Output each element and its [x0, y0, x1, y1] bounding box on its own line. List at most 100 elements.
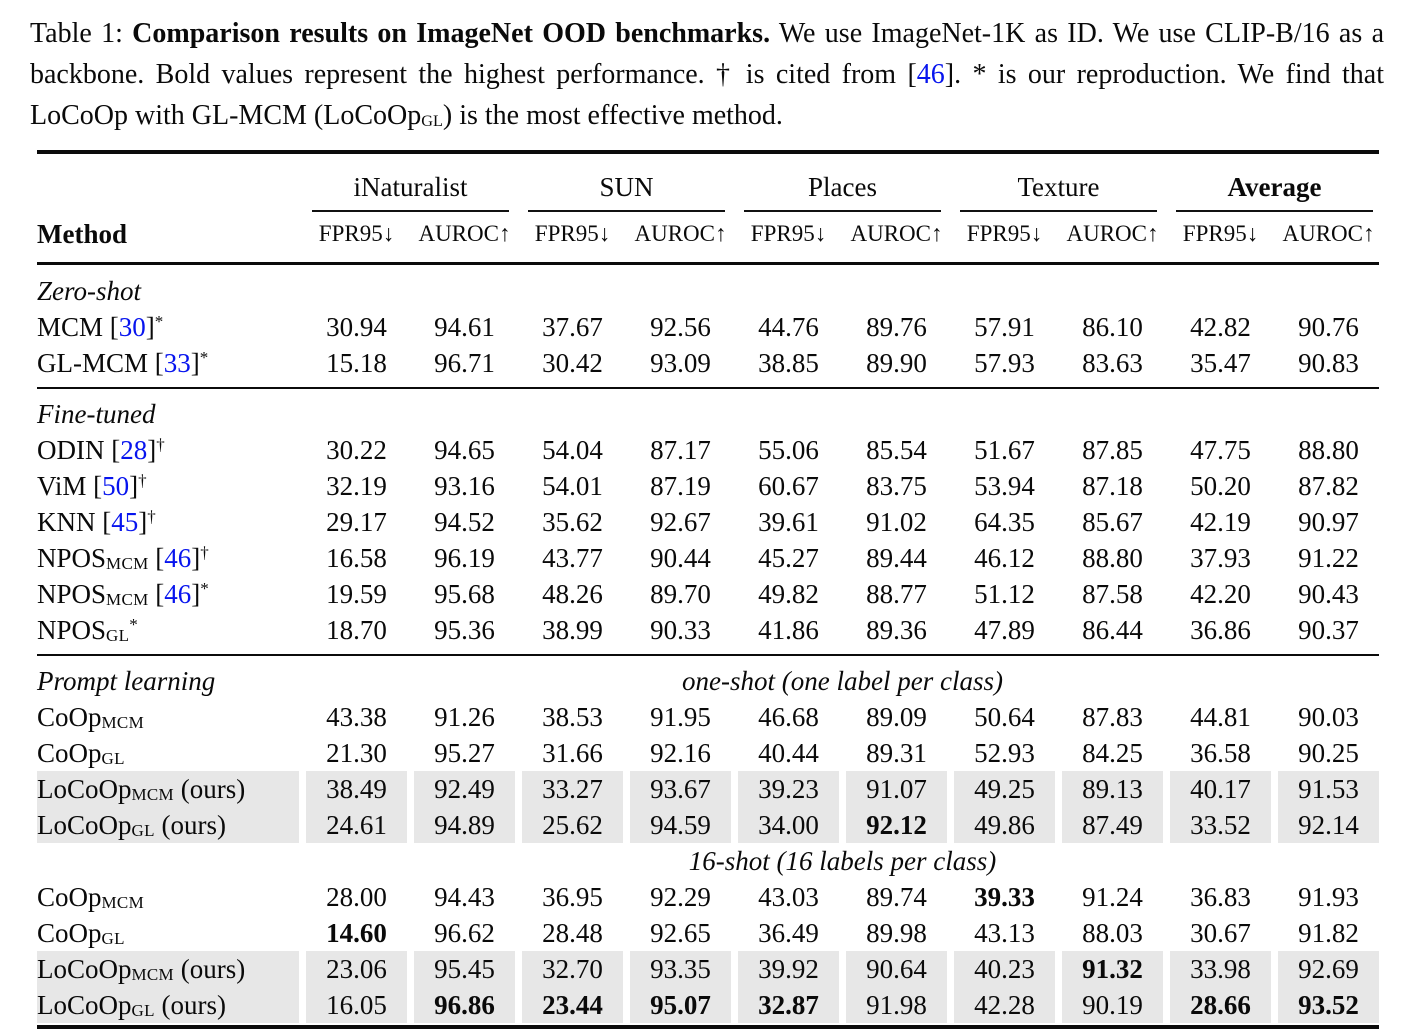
value-cell: 89.76: [866, 311, 927, 342]
value-cell: 40.44: [758, 737, 819, 768]
column-group-label: iNaturalist: [353, 171, 468, 202]
value-cell: 87.49: [1062, 807, 1163, 844]
method-subscript: MCM: [131, 964, 174, 984]
method-header: Method: [37, 218, 127, 249]
table-row: ViM [50]† 32.19 93.16 54.01 87.19 60.67 83.75 5…: [37, 468, 1379, 504]
value-cell: 46.68: [758, 701, 819, 732]
table-rule: [37, 387, 1379, 390]
value-cell: 95.36: [434, 614, 495, 645]
value-cell: 36.83: [1190, 881, 1251, 912]
subsection-note: 16-shot (16 labels per class): [688, 845, 997, 876]
column-group-inaturalist: iNaturalist: [306, 158, 515, 213]
value-cell: 94.61: [434, 311, 495, 342]
column-group-places: Places: [738, 158, 947, 213]
value-cell: 87.17: [650, 434, 711, 465]
citation-link[interactable]: 46: [916, 59, 945, 91]
method-cell: LoCoOpMCM (ours): [37, 771, 299, 808]
method-cell: ViM [50]†: [37, 470, 147, 501]
value-cell: 93.09: [650, 347, 711, 378]
value-cell: 91.53: [1278, 771, 1379, 808]
method-cell: CoOpGL: [37, 737, 125, 768]
col-header-fpr95: FPR95↓: [534, 221, 611, 247]
value-cell: 90.43: [1298, 578, 1359, 609]
value-cell: 39.23: [738, 771, 839, 808]
citation-link[interactable]: 33: [163, 347, 191, 378]
table-row: MCM [30]* 30.94 94.61 37.67 92.56 44.76 89.76 5…: [37, 309, 1379, 345]
value-cell: 23.06: [306, 951, 407, 988]
value-cell: 40.17: [1170, 771, 1271, 808]
value-cell: 14.60: [326, 917, 387, 948]
value-cell: 52.93: [974, 737, 1035, 768]
column-group-label: Average: [1227, 171, 1322, 202]
citation-link[interactable]: 50: [102, 470, 130, 501]
value-cell: 87.83: [1082, 701, 1143, 732]
col-header-auroc: AUROC↑: [850, 221, 943, 247]
value-cell: 40.23: [954, 951, 1055, 988]
value-cell: 83.63: [1082, 347, 1143, 378]
value-cell: 43.13: [974, 917, 1035, 948]
method-cell: LoCoOpGL (ours): [37, 807, 299, 844]
column-group-label: Places: [808, 171, 877, 202]
table-rule-row: [37, 148, 1379, 158]
section-title: [37, 843, 299, 879]
value-cell: 94.43: [434, 881, 495, 912]
method-superscript: *: [154, 311, 164, 331]
table-rule: [37, 1025, 1379, 1030]
table-rule-row: [37, 381, 1379, 396]
value-cell: 89.74: [866, 881, 927, 912]
value-cell: 92.69: [1278, 951, 1379, 988]
value-cell: 89.90: [866, 347, 927, 378]
value-cell: 28.00: [326, 881, 387, 912]
value-cell: 29.17: [326, 506, 387, 537]
citation-link[interactable]: 45: [111, 506, 139, 537]
value-cell: 91.22: [1298, 542, 1359, 573]
subsection-note: [306, 396, 1379, 432]
method-subscript: MCM: [101, 892, 144, 912]
value-cell: 91.26: [434, 701, 495, 732]
value-cell: 47.89: [974, 614, 1035, 645]
method-superscript: *: [199, 347, 209, 367]
value-cell: 87.18: [1082, 470, 1143, 501]
value-cell: 87.85: [1082, 434, 1143, 465]
value-cell: 89.70: [650, 578, 711, 609]
col-header-fpr95: FPR95↓: [1182, 221, 1259, 247]
value-cell: 89.36: [866, 614, 927, 645]
method-cell: ODIN [28]†: [37, 434, 165, 465]
value-cell: 95.68: [434, 578, 495, 609]
value-cell: 30.67: [1190, 917, 1251, 948]
column-group-underline: [960, 210, 1157, 213]
value-cell: 32.19: [326, 470, 387, 501]
value-cell: 95.27: [434, 737, 495, 768]
citation-link[interactable]: 46: [164, 578, 192, 609]
method-superscript: *: [200, 578, 209, 598]
citation-link[interactable]: 46: [164, 542, 192, 573]
table-rule: [37, 654, 1379, 657]
caption-text: GL: [421, 112, 443, 131]
method-cell: LoCoOpMCM (ours): [37, 951, 299, 988]
value-cell: 89.13: [1062, 771, 1163, 808]
section-title: Fine-tuned: [37, 398, 156, 429]
value-cell: 16.05: [306, 987, 407, 1024]
value-cell: 91.82: [1298, 917, 1359, 948]
col-header-auroc: AUROC↑: [634, 221, 727, 247]
caption-text: Comparison results on ImageNet OOD bench…: [132, 18, 771, 49]
section-header-row: Zero-shot: [37, 273, 1379, 309]
value-cell: 90.83: [1298, 347, 1359, 378]
table-row: CoOpMCM 43.38 91.26 38.53 91.95 46.68 89.09 50.…: [37, 699, 1379, 735]
value-cell: 87.19: [650, 470, 711, 501]
citation-link[interactable]: 30: [118, 311, 146, 342]
value-cell: 33.98: [1170, 951, 1271, 988]
table-row: NPOSGL* 18.70 95.36 38.99 90.33 41.86 89.36 47.…: [37, 612, 1379, 648]
value-cell: 88.03: [1082, 917, 1143, 948]
value-cell: 49.82: [758, 578, 819, 609]
citation-link[interactable]: 28: [120, 434, 148, 465]
table-row: CoOpMCM 28.00 94.43 36.95 92.29 43.03 89.74 39.…: [37, 879, 1379, 915]
method-superscript: †: [200, 542, 209, 562]
value-cell: 90.19: [1062, 987, 1163, 1024]
value-cell: 92.49: [414, 771, 515, 808]
value-cell: 90.03: [1298, 701, 1359, 732]
value-cell: 39.92: [738, 951, 839, 988]
section-title: Zero-shot: [37, 275, 142, 306]
value-cell: 92.56: [650, 311, 711, 342]
